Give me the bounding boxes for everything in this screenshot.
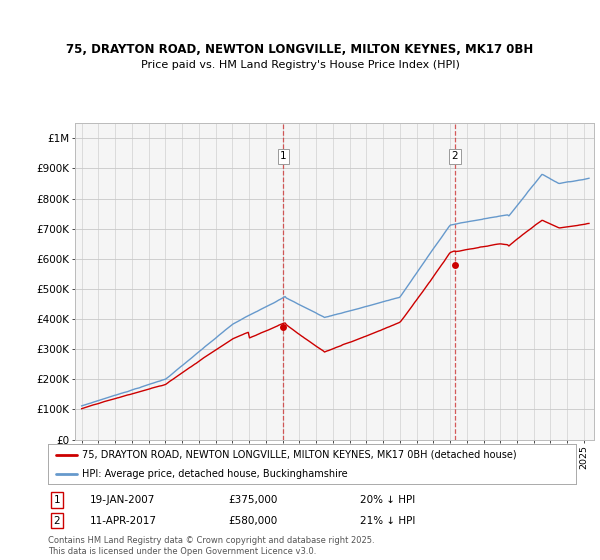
Text: 19-JAN-2007: 19-JAN-2007 [90, 495, 155, 505]
Text: 11-APR-2017: 11-APR-2017 [90, 516, 157, 526]
Text: 2: 2 [53, 516, 61, 526]
Text: Price paid vs. HM Land Registry's House Price Index (HPI): Price paid vs. HM Land Registry's House … [140, 60, 460, 70]
Text: 20% ↓ HPI: 20% ↓ HPI [360, 495, 415, 505]
Text: HPI: Average price, detached house, Buckinghamshire: HPI: Average price, detached house, Buck… [82, 469, 348, 478]
Text: 2: 2 [452, 151, 458, 161]
Text: Contains HM Land Registry data © Crown copyright and database right 2025.
This d: Contains HM Land Registry data © Crown c… [48, 536, 374, 556]
Text: £375,000: £375,000 [228, 495, 277, 505]
Text: 1: 1 [53, 495, 61, 505]
Text: £580,000: £580,000 [228, 516, 277, 526]
Text: 1: 1 [280, 151, 287, 161]
Text: 21% ↓ HPI: 21% ↓ HPI [360, 516, 415, 526]
Text: 75, DRAYTON ROAD, NEWTON LONGVILLE, MILTON KEYNES, MK17 0BH (detached house): 75, DRAYTON ROAD, NEWTON LONGVILLE, MILT… [82, 450, 517, 460]
Text: 75, DRAYTON ROAD, NEWTON LONGVILLE, MILTON KEYNES, MK17 0BH: 75, DRAYTON ROAD, NEWTON LONGVILLE, MILT… [67, 43, 533, 56]
